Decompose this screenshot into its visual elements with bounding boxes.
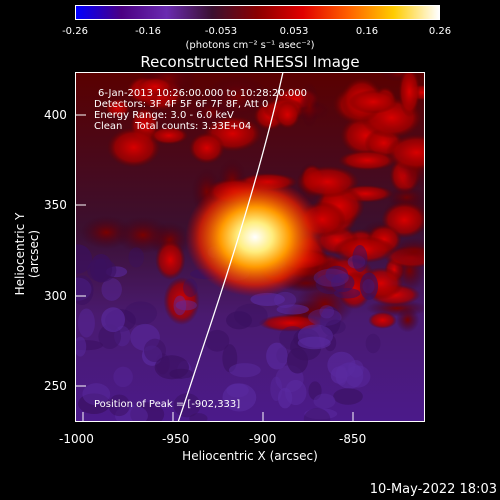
background-speckle	[313, 268, 349, 287]
background-speckle	[325, 265, 349, 283]
background-speckle	[228, 363, 261, 378]
background-speckle	[77, 308, 95, 338]
background-speckle	[113, 366, 133, 388]
background-speckle	[234, 303, 268, 328]
background-speckle	[76, 336, 87, 357]
background-speckle	[319, 305, 335, 319]
emission-blob	[396, 307, 420, 333]
background-speckle	[304, 408, 338, 420]
colorbar-tick: -0.16	[135, 26, 161, 37]
x-tick-label: -900	[249, 432, 277, 446]
y-tick-label: 350	[44, 198, 67, 212]
background-speckle	[189, 413, 208, 421]
emission-blob	[149, 126, 189, 145]
background-speckle	[334, 287, 361, 299]
emission-blob	[155, 240, 186, 280]
background-speckle	[308, 381, 322, 401]
x-tick-label: -1000	[59, 432, 94, 446]
background-speckle	[277, 387, 293, 409]
emission-blob	[299, 82, 320, 129]
background-speckle	[303, 408, 331, 421]
emission-blob	[105, 98, 130, 118]
colorbar-tick: 0.26	[428, 26, 452, 37]
background-speckle	[108, 394, 130, 417]
info-detectors: Detectors: 3F 4F 5F 6F 7F 8F, Att 0	[94, 99, 269, 110]
info-time-range: 6-Jan-2013 10:26:00.000 to 10:28:20.000	[98, 88, 307, 99]
emission-blob	[188, 132, 225, 164]
background-speckle	[365, 333, 381, 354]
colorbar	[75, 5, 440, 20]
background-speckle	[226, 311, 253, 330]
colorbar-units: (photons cm⁻² s⁻¹ asec⁻²)	[185, 40, 315, 51]
background-speckle	[266, 342, 288, 370]
y-tick-label: 250	[44, 379, 67, 393]
background-speckle	[173, 295, 187, 316]
background-speckle	[76, 275, 94, 305]
background-speckle	[335, 365, 348, 386]
background-speckle	[76, 340, 104, 351]
colorbar-tick: -0.26	[62, 26, 88, 37]
background-speckle	[205, 329, 230, 352]
background-speckle	[114, 325, 131, 347]
background-speckle	[90, 253, 113, 283]
background-speckle	[101, 278, 122, 301]
emission-blob	[296, 165, 360, 198]
background-speckle	[222, 344, 238, 373]
background-speckle	[359, 272, 379, 300]
background-speckle	[124, 301, 158, 326]
x-axis-label: Heliocentric X (arcsec)	[182, 449, 318, 463]
background-speckle	[286, 347, 309, 374]
background-speckle	[101, 307, 126, 333]
emission-blob	[368, 311, 397, 329]
background-speckle	[308, 308, 342, 326]
info-energy-range: Energy Range: 3.0 - 6.0 keV	[94, 110, 234, 121]
background-speckle	[222, 383, 257, 412]
colorbar-tick: 0.053	[279, 26, 309, 37]
x-tick-label: -850	[339, 432, 367, 446]
y-axis-label: Heliocentric Y (arcsec)	[13, 212, 41, 296]
background-speckle	[154, 355, 190, 380]
background-speckle	[173, 393, 201, 418]
emission-blob	[207, 74, 268, 119]
background-speckle	[276, 304, 309, 315]
background-speckle	[352, 245, 368, 273]
colorbar-tick: -0.053	[204, 26, 238, 37]
background-speckle	[313, 393, 336, 409]
plot-title: Reconstructed RHESSI Image	[140, 53, 360, 71]
background-speckle	[82, 383, 111, 406]
peak-position: Position of Peak = [-902,333]	[94, 399, 241, 410]
emission-blob	[115, 216, 171, 254]
emission-blob	[136, 77, 174, 97]
emission-blob	[398, 73, 421, 118]
background-speckle	[315, 274, 346, 295]
y-tick-label: 400	[44, 108, 67, 122]
background-speckle	[143, 338, 166, 363]
background-speckle	[130, 323, 160, 351]
info-counts: Clean Total counts: 3.33E+04	[94, 121, 252, 132]
peak-source	[185, 177, 325, 297]
emission-blob	[274, 100, 301, 129]
x-tick-label: -950	[162, 432, 190, 446]
emission-blob	[338, 150, 397, 171]
background-speckle	[76, 244, 93, 274]
solar-limb	[177, 73, 284, 421]
y-tick-label: 300	[44, 289, 67, 303]
heatmap	[76, 73, 424, 421]
background-speckle	[175, 300, 197, 311]
datestamp: 10-May-2022 18:03	[369, 482, 497, 497]
emission-blob	[107, 127, 161, 168]
background-speckle	[325, 319, 346, 334]
background-speckle	[333, 388, 363, 405]
background-speckle	[297, 336, 331, 350]
background-speckle	[183, 278, 198, 298]
emission-blob	[348, 89, 398, 114]
image-plot: 6-Jan-2013 10:26:00.000 to 10:28:20.000 …	[75, 72, 425, 422]
emission-blob	[386, 134, 424, 171]
colorbar-tick: 0.16	[355, 26, 379, 37]
background-speckle	[128, 247, 145, 268]
